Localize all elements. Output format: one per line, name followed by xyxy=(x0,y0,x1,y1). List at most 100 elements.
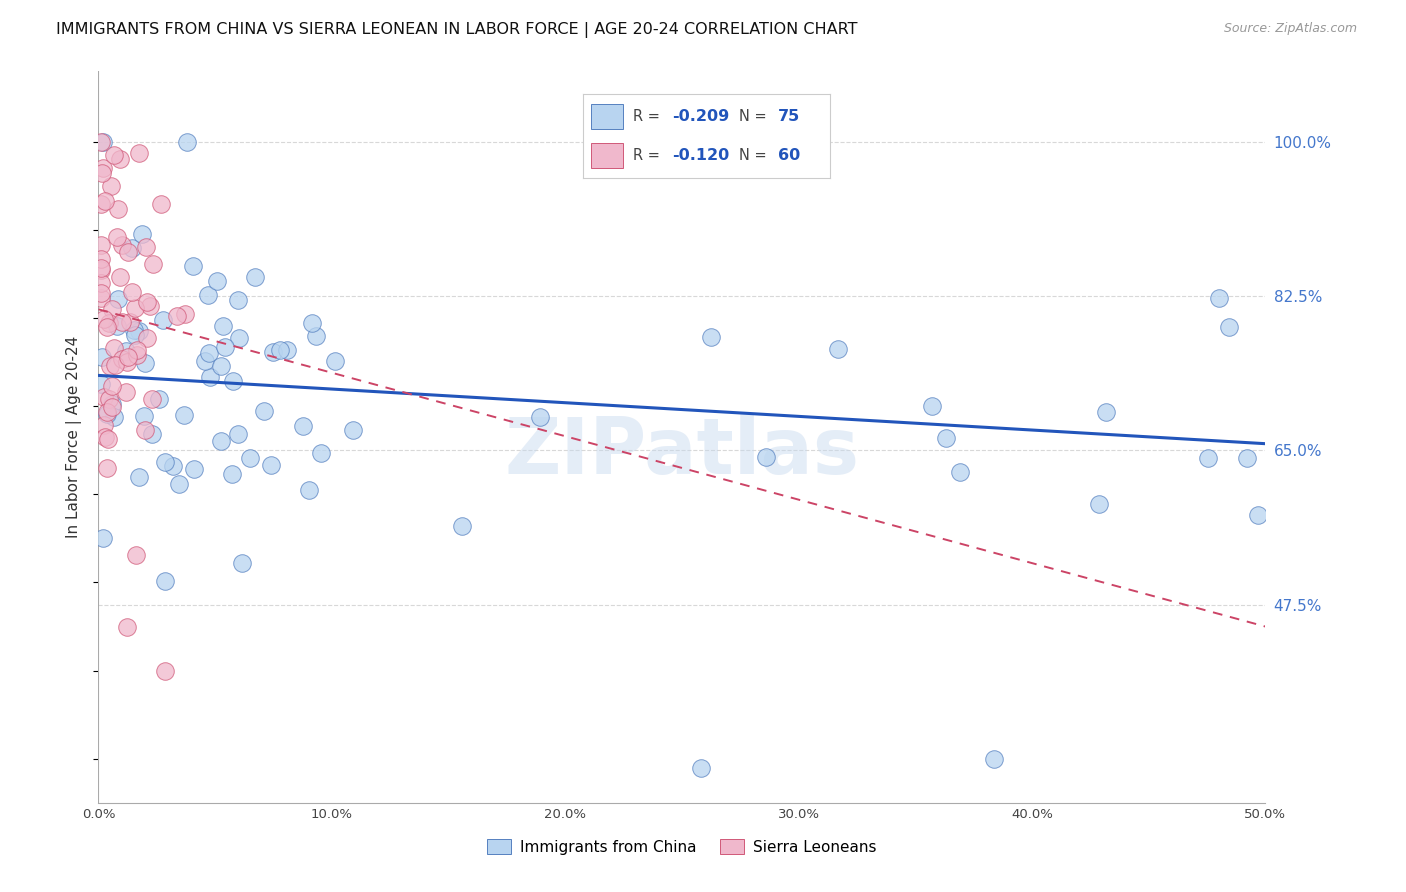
Point xyxy=(253,404,276,418)
Point xyxy=(100,378,122,392)
Point xyxy=(260,458,283,472)
Point xyxy=(162,459,184,474)
Point xyxy=(100,178,122,193)
Point xyxy=(152,312,174,326)
Point xyxy=(243,270,266,285)
Point xyxy=(121,241,143,255)
Text: -0.209: -0.209 xyxy=(672,109,730,124)
Point xyxy=(983,752,1005,766)
Point xyxy=(101,397,124,411)
Point xyxy=(117,244,139,259)
Point xyxy=(142,257,165,271)
Point xyxy=(93,311,115,326)
Point xyxy=(1236,450,1258,465)
Point xyxy=(141,392,163,406)
Point xyxy=(93,390,115,404)
Point xyxy=(91,135,114,149)
Point xyxy=(174,307,197,321)
Point xyxy=(103,410,125,425)
Point xyxy=(90,166,112,180)
Point xyxy=(108,269,131,284)
Point xyxy=(90,261,112,276)
Point xyxy=(104,359,127,373)
Point xyxy=(139,299,162,313)
Point xyxy=(197,288,219,302)
Point xyxy=(132,409,155,424)
Point xyxy=(127,343,149,357)
Legend: Immigrants from China, Sierra Leoneans: Immigrants from China, Sierra Leoneans xyxy=(481,833,883,861)
Point xyxy=(183,259,205,273)
Point xyxy=(211,359,233,374)
Point xyxy=(298,483,321,497)
Point xyxy=(96,407,118,421)
Point xyxy=(90,238,112,252)
Point xyxy=(342,423,364,437)
Point xyxy=(124,301,146,316)
Text: R =: R = xyxy=(633,109,659,124)
Point xyxy=(111,315,134,329)
Point xyxy=(269,343,291,357)
Point xyxy=(127,348,149,362)
Text: N =: N = xyxy=(738,148,766,163)
Point xyxy=(105,318,128,333)
Text: 75: 75 xyxy=(778,109,800,124)
Point xyxy=(921,399,943,413)
Point xyxy=(935,432,957,446)
FancyBboxPatch shape xyxy=(591,103,623,129)
Point xyxy=(110,153,132,167)
Point xyxy=(96,405,118,419)
Point xyxy=(118,315,141,329)
Point xyxy=(292,419,315,434)
Point xyxy=(97,432,120,446)
Point xyxy=(107,292,129,306)
Point xyxy=(529,410,551,425)
Point xyxy=(305,329,328,343)
Point xyxy=(301,316,323,330)
Point xyxy=(276,343,298,358)
Point xyxy=(228,331,250,345)
Point xyxy=(231,556,253,570)
Point xyxy=(96,319,118,334)
Point xyxy=(115,619,138,633)
Point xyxy=(1095,405,1118,419)
Point xyxy=(128,470,150,484)
Point xyxy=(105,230,128,244)
Point xyxy=(135,240,157,254)
Point xyxy=(111,351,134,366)
Point xyxy=(228,293,250,308)
Point xyxy=(451,519,474,533)
Text: ZIPatlas: ZIPatlas xyxy=(505,414,859,490)
Point xyxy=(90,263,112,277)
Point xyxy=(100,302,122,317)
Point xyxy=(90,291,112,305)
Point xyxy=(176,135,198,149)
Text: 60: 60 xyxy=(778,148,800,163)
Point xyxy=(155,664,177,678)
Point xyxy=(125,549,148,563)
Point xyxy=(103,148,125,162)
Point xyxy=(827,343,849,357)
Point xyxy=(198,346,221,360)
Point xyxy=(122,323,145,337)
Point xyxy=(96,461,118,475)
Point xyxy=(949,465,972,479)
Point xyxy=(98,316,121,330)
Point xyxy=(166,309,188,323)
Point xyxy=(198,370,221,384)
Point xyxy=(209,434,232,448)
Point xyxy=(153,574,176,588)
Text: Source: ZipAtlas.com: Source: ZipAtlas.com xyxy=(1223,22,1357,36)
Point xyxy=(222,374,245,388)
Point xyxy=(90,135,112,149)
Point xyxy=(214,340,236,354)
Point xyxy=(194,354,217,368)
Point xyxy=(212,319,235,334)
Point xyxy=(90,286,112,301)
Point xyxy=(111,238,134,252)
Point xyxy=(90,377,112,392)
Text: IMMIGRANTS FROM CHINA VS SIERRA LEONEAN IN LABOR FORCE | AGE 20-24 CORRELATION C: IMMIGRANTS FROM CHINA VS SIERRA LEONEAN … xyxy=(56,22,858,38)
Point xyxy=(103,341,125,355)
Point xyxy=(90,196,112,211)
Y-axis label: In Labor Force | Age 20-24: In Labor Force | Age 20-24 xyxy=(66,336,83,538)
Point xyxy=(1197,450,1219,465)
